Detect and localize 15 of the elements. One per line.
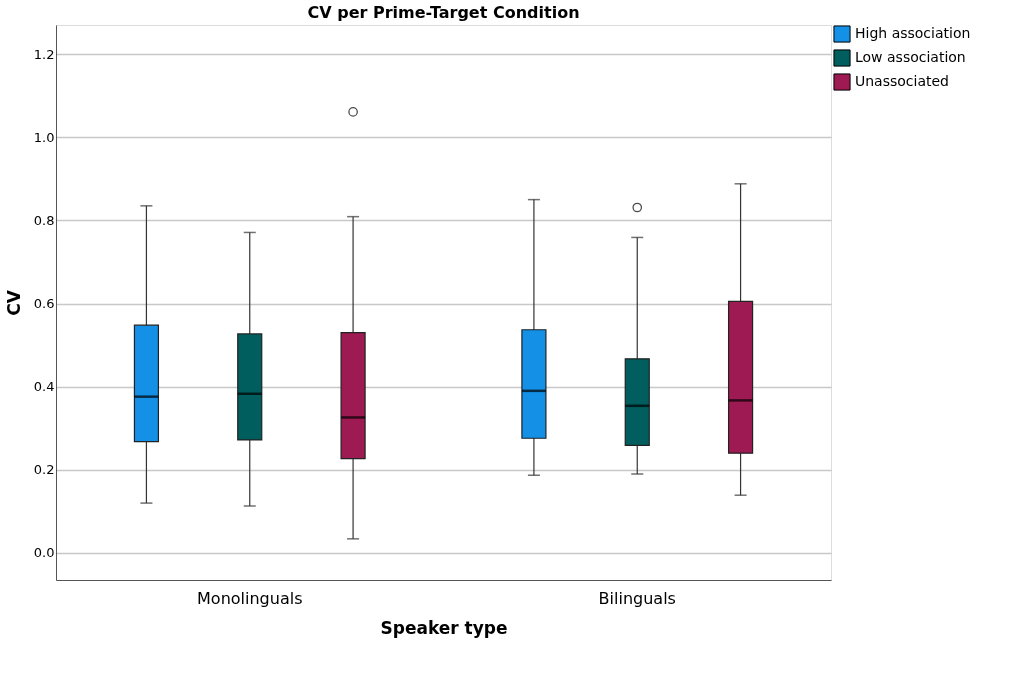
legend-label: Unassociated (855, 73, 950, 89)
x-tick-label: Bilinguals (598, 588, 676, 608)
y-tick-label: 0.4 (33, 379, 55, 395)
x-tick-label: Monolinguals (197, 588, 303, 608)
x-axis-title: Speaker type (380, 617, 508, 638)
y-tick-label: 0.2 (33, 462, 55, 478)
y-tick-label: 1.0 (33, 129, 55, 145)
y-tick-label: 0.8 (33, 212, 55, 228)
chart-title: CV per Prime-Target Condition (307, 3, 580, 22)
y-tick-label: 0.0 (33, 545, 55, 561)
legend-label: Low association (855, 49, 966, 65)
y-tick-label: 1.2 (33, 46, 55, 62)
legend-label: High association (855, 25, 971, 41)
y-axis-title: CV (3, 289, 24, 316)
y-tick-label: 0.6 (33, 296, 55, 312)
